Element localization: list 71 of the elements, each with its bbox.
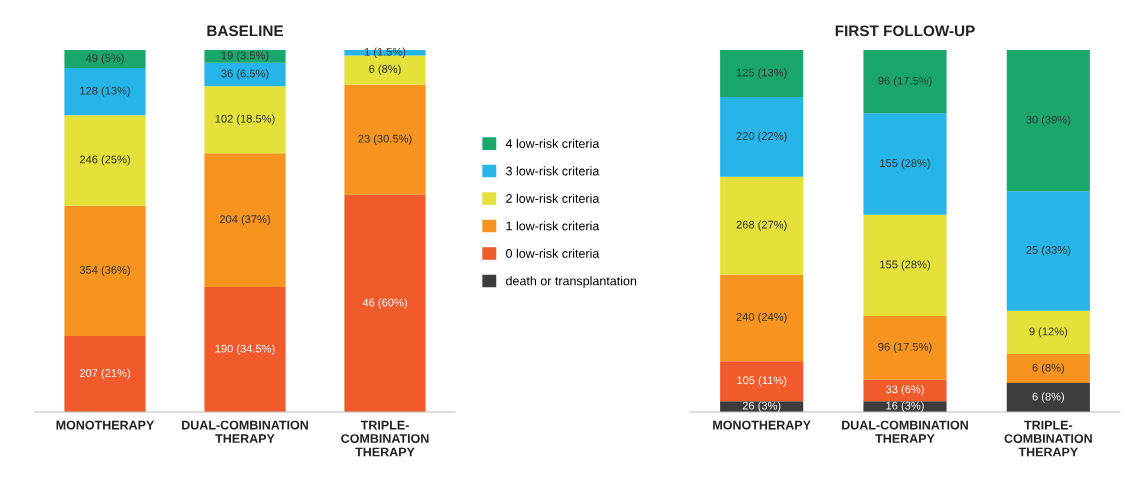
legend-label: 4 low-risk criteria	[505, 138, 600, 148]
bar	[1006, 354, 1090, 384]
data-label: 16 (3%)	[886, 401, 924, 412]
data-label: 9 (12%)	[1029, 327, 1068, 338]
data-label: 96 (17.5%)	[878, 76, 932, 87]
chart-title: FIRST FOLLOW-UP	[835, 25, 975, 37]
bar	[720, 50, 804, 98]
bar	[204, 50, 286, 63]
x-tick-label: DUAL-COMBINATION THERAPY	[182, 420, 308, 443]
data-label: 6 (8%)	[369, 64, 401, 76]
bar	[1006, 383, 1090, 412]
bar	[1006, 191, 1090, 311]
x-tick-label: TRIPLE- COMBINATION THERAPY	[341, 420, 429, 457]
legend-label: 3 low-risk criteria	[506, 166, 600, 176]
legend-label: death or transplantation	[506, 276, 637, 288]
bar	[64, 68, 146, 116]
bar	[863, 50, 947, 114]
bar	[720, 361, 804, 402]
data-label: 207 (21%)	[79, 368, 130, 380]
legend-label: 2 low-risk criteria	[506, 193, 600, 203]
data-label: 155 (28%)	[880, 158, 930, 170]
data-label: 128 (13%)	[80, 86, 130, 97]
bar	[344, 194, 426, 412]
bar	[64, 335, 146, 412]
data-label: 268 (27%)	[736, 220, 787, 231]
bar	[204, 62, 286, 87]
data-label: 220 (22%)	[736, 131, 787, 143]
legend-label: 0 low-risk criteria	[506, 248, 600, 258]
bar	[863, 214, 947, 317]
bar	[863, 316, 947, 380]
bar	[344, 84, 426, 195]
data-label: 46 (60%)	[362, 298, 407, 309]
data-label: 354 (36%)	[79, 265, 130, 276]
data-label: 6 (8%)	[1032, 363, 1065, 374]
x-tick-label: MONOTHERAPY	[56, 420, 155, 430]
data-label: 36 (6.5%)	[221, 69, 269, 80]
bar	[204, 287, 286, 412]
data-label: 190 (34.5%)	[215, 344, 275, 355]
x-tick-label: MONOTHERAPY	[713, 420, 811, 430]
legend-label: 1 low-risk criteria	[506, 221, 600, 231]
data-label: 246 (25%)	[79, 155, 130, 166]
data-label: 204 (37%)	[219, 214, 270, 226]
data-label: 6 (8%)	[1032, 392, 1065, 403]
bar	[720, 274, 804, 362]
bar	[204, 86, 286, 154]
data-label: 49 (5%)	[85, 53, 124, 65]
bar	[720, 176, 804, 275]
data-label: 26 (3%)	[742, 401, 781, 412]
data-label: 155 (28%)	[880, 260, 930, 271]
data-label: 33 (6%)	[885, 385, 924, 396]
data-label: 96 (17.5%)	[878, 342, 932, 353]
x-tick-label: TRIPLE- COMBINATION THERAPY	[1004, 420, 1092, 457]
bar	[1006, 310, 1090, 355]
bar	[863, 379, 947, 402]
bar	[204, 153, 286, 288]
bar	[863, 113, 947, 215]
bar	[720, 97, 804, 177]
chart-title: BASELINE	[207, 25, 284, 37]
data-label: 23 (30.5%)	[358, 134, 412, 145]
data-label: 19 (3.5%)	[221, 51, 269, 62]
bar	[64, 50, 146, 69]
x-tick-label: DUAL-COMBINATION THERAPY	[842, 420, 968, 443]
data-label: 125 (13%)	[736, 68, 787, 79]
data-label: 105 (11%)	[737, 376, 787, 387]
bar	[64, 205, 146, 336]
data-label: 240 (24%)	[736, 312, 787, 324]
data-label: 25 (33%)	[1026, 245, 1071, 257]
bar	[1006, 50, 1090, 192]
data-label: 102 (18.5%)	[215, 114, 275, 125]
bar	[64, 115, 146, 206]
data-label: 30 (39%)	[1026, 115, 1071, 126]
